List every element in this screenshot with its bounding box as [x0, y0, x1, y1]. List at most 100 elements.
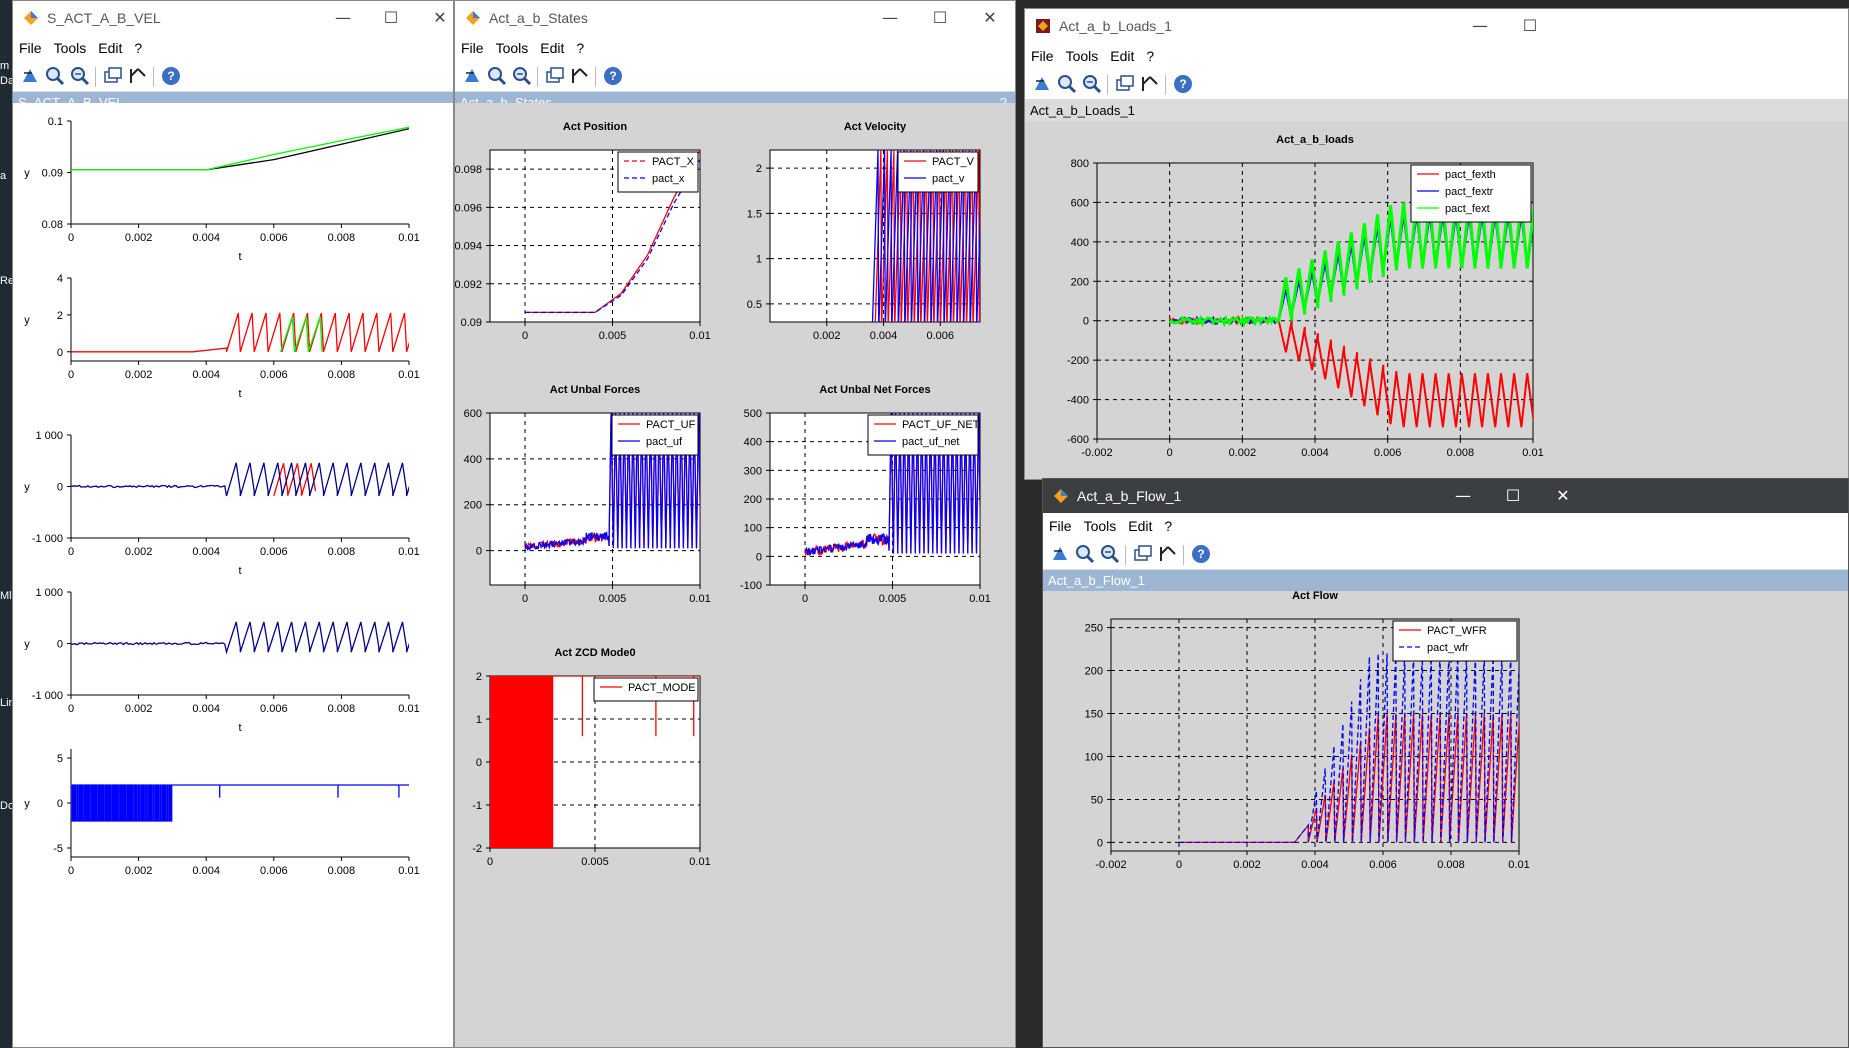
x-tick-label: 0.004 [192, 546, 220, 558]
y-tick-label: -2 [472, 843, 482, 855]
datatip-icon[interactable] [1139, 73, 1161, 95]
menu-edit[interactable]: Edit [1122, 513, 1158, 534]
menu-edit[interactable]: Edit [92, 35, 128, 56]
title-bar[interactable]: Act_a_b_States — ☐ ✕ [455, 1, 1015, 35]
menu-tools[interactable]: Tools [490, 35, 535, 56]
title-bar[interactable]: Act_a_b_Flow_1 — ☐ ✕ [1043, 479, 1848, 513]
x-tick-label: 0 [68, 232, 74, 244]
windows-icon[interactable] [1132, 543, 1154, 565]
figure-canvas[interactable]: -0.002 0 0.002 0.004 0.006 0.008 0.01 0 50 100 150… [1043, 591, 1848, 1047]
x-tick-label: 0 [487, 856, 493, 868]
y-tick-label: 800 [1071, 158, 1089, 170]
menu-bar: File Tools Edit? [13, 35, 453, 61]
zoom-out-icon[interactable] [69, 65, 91, 87]
zoom-in-icon[interactable] [44, 65, 66, 87]
minimize-button[interactable]: — [875, 7, 905, 29]
close-button[interactable]: ✕ [975, 7, 1005, 29]
menu-file[interactable]: File [1043, 513, 1078, 534]
menu-bar: File Tools Edit? [1043, 513, 1848, 539]
x-tick-label: 0 [1176, 859, 1182, 871]
zoom-out-icon[interactable] [1081, 73, 1103, 95]
rotate-icon[interactable] [19, 65, 41, 87]
help-icon[interactable]: ? [602, 65, 624, 87]
zoom-in-icon[interactable] [486, 65, 508, 87]
zoom-in-icon[interactable] [1074, 543, 1096, 565]
maximize-button[interactable]: ☐ [376, 7, 406, 29]
help-icon[interactable]: ? [1190, 543, 1212, 565]
zoom-in-icon[interactable] [1056, 73, 1078, 95]
title-bar[interactable]: S_ACT_A_B_VEL — ☐ ✕ [13, 1, 453, 35]
title-bar[interactable]: Act_a_b_Loads_1 — ☐ [1025, 9, 1848, 43]
menu-edit[interactable]: Edit [1104, 43, 1140, 64]
toolbar-separator [1125, 545, 1126, 565]
x-tick-label: 0.01 [689, 856, 710, 868]
maximize-button[interactable]: ☐ [925, 7, 955, 29]
rotate-icon[interactable] [1049, 543, 1071, 565]
menu-help[interactable]: ? [1158, 513, 1178, 534]
y-tick-label: 2 [756, 163, 762, 175]
y-tick-label: -1 000 [32, 533, 63, 545]
y-tick-label: 0.096 [455, 202, 482, 214]
rotate-icon[interactable] [461, 65, 483, 87]
help-icon[interactable]: ? [160, 65, 182, 87]
datatip-icon[interactable] [127, 65, 149, 87]
toolbar: ? [1025, 69, 1848, 100]
y-tick-label: 0 [57, 347, 63, 359]
x-tick-label: 0.008 [1437, 859, 1465, 871]
windows-icon[interactable] [1114, 73, 1136, 95]
legend-label: pact_fext [1445, 203, 1490, 215]
y-tick-label: 600 [464, 408, 482, 420]
maximize-button[interactable]: ☐ [1515, 15, 1545, 37]
window-states: Act_a_b_States — ☐ ✕ FileToolsEdit? ? Ac… [454, 0, 1016, 1048]
minimize-button[interactable]: — [1465, 15, 1495, 37]
desktop-label: m [0, 60, 9, 72]
menu-file[interactable]: File [455, 35, 490, 56]
chart-title: Act Flow [1292, 591, 1338, 602]
minimize-button[interactable]: — [1448, 485, 1478, 507]
x-tick-label: 0.006 [1374, 447, 1402, 459]
x-tick-label: 0.004 [1301, 447, 1329, 459]
y-tick-label: 200 [1071, 276, 1089, 288]
y-tick-label: 600 [1071, 197, 1089, 209]
x-tick-label: 0.002 [1229, 447, 1257, 459]
x-tick-label: 0.01 [1508, 859, 1529, 871]
figure-label: Act_a_b_Loads_1 [1025, 100, 1848, 122]
menu-help[interactable]: ? [1140, 43, 1160, 64]
menu-edit[interactable]: Edit [534, 35, 570, 56]
x-axis-label: t [238, 722, 241, 734]
x-tick-label: -0.002 [1081, 447, 1112, 459]
close-button[interactable]: ✕ [425, 7, 455, 29]
chart-title: Act Position [563, 121, 627, 133]
figure-canvas[interactable]: -0.002 0 0.002 0.004 0.006 0.008 0.01 -600 -400 -… [1025, 121, 1848, 479]
windows-icon[interactable] [544, 65, 566, 87]
rotate-icon[interactable] [1031, 73, 1053, 95]
close-button[interactable]: ✕ [1548, 485, 1578, 507]
zoom-out-icon[interactable] [511, 65, 533, 87]
x-tick-label: 0.006 [260, 232, 288, 244]
minimize-button[interactable]: — [328, 7, 358, 29]
menu-file[interactable]: File [1025, 43, 1060, 64]
y-tick-label: 50 [1091, 794, 1103, 806]
x-tick-label: 0 [1167, 447, 1173, 459]
x-tick-label: 0.005 [599, 330, 627, 342]
menu-tools[interactable]: Tools [1078, 513, 1123, 534]
x-tick-label: 0.01 [1522, 447, 1543, 459]
menu-help[interactable]: ? [128, 35, 148, 56]
datatip-icon[interactable] [569, 65, 591, 87]
menu-tools[interactable]: Tools [1060, 43, 1105, 64]
menu-file[interactable]: File [13, 35, 48, 56]
menu-tools[interactable]: Tools [48, 35, 93, 56]
maximize-button[interactable]: ☐ [1498, 485, 1528, 507]
zoom-out-icon[interactable] [1099, 543, 1121, 565]
datatip-icon[interactable] [1157, 543, 1179, 565]
svg-text:?: ? [167, 69, 174, 83]
y-tick-label: 1 000 [35, 430, 63, 442]
toolbar: ? [1043, 539, 1848, 570]
x-tick-label: 0.002 [125, 865, 153, 877]
help-icon[interactable]: ? [1172, 73, 1194, 95]
windows-icon[interactable] [102, 65, 124, 87]
y-tick-label: 300 [744, 465, 762, 477]
menu-help[interactable]: ? [570, 35, 590, 56]
figure-canvas[interactable]: 0 0.002 0.004 0.006 0.008 0.01 0.08 0.09 0.1 t y 0 0… [13, 103, 453, 1047]
figure-canvas[interactable]: 0 0.005 0.01 0.09 0.092 0.094 0.096 0.098 Act Po… [455, 103, 1015, 1047]
